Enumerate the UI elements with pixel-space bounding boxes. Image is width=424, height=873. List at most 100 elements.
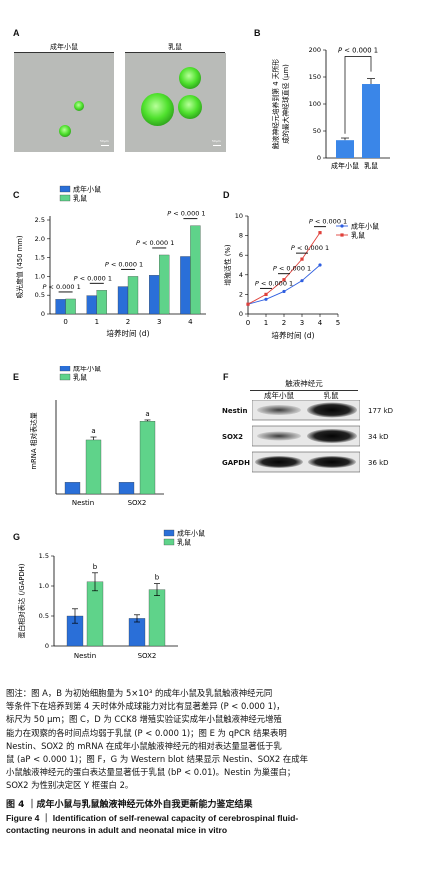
neurosphere [59,125,71,137]
x-tick-label: 5 [336,319,340,327]
y-tick-label: 8 [239,232,243,240]
figure-title-en-line: Figure 4 ｜ Identification of self-renewa… [6,813,299,823]
p-value-annotation: P < 0.000 1 [136,239,174,247]
significance-mark: b [155,574,160,582]
panel-b-chart: 0 50 100 150 200 成年小鼠 乳鼠 P < 0.000 1 触液神经元培养到第 4… [271,46,390,170]
data-point-adult [300,279,304,283]
y-tick-label: 10 [235,212,243,220]
x-axis-label: 培养时间 (d) [107,328,150,338]
x-tick-label: SOX2 [138,652,157,660]
caption-line: 鼠 (aP < 0.000 1)；图 F，G 为 Western blot 结果… [6,754,309,765]
bar-adult-4 [180,256,191,315]
scale-bar-label: 50μm [212,139,221,143]
bar-adult-3 [149,275,160,315]
data-point-neonatal [264,292,268,296]
neurosphere [141,93,174,126]
legend-swatch [59,373,71,381]
y-tick-label: 200 [309,46,321,54]
blot-size-gapdh: 36 kD [368,459,389,467]
bar-neonatal-SOX2 [139,421,156,495]
x-tick-label: 0 [63,318,67,326]
blot-group-neonatal: 乳鼠 [323,391,339,400]
panel-b-letter: B [254,28,261,38]
x-tick-label: 成年小鼠 [331,161,359,170]
bar-neonatal-4 [190,225,201,315]
bar-neonatal-SOX2 [148,589,166,647]
caption-line: 小鼠触液神经元的蛋白表达量显著低于乳鼠 (bP < 0.01)。Nestin 为… [6,767,296,778]
p-value-annotation: P < 0.000 1 [105,260,143,268]
legend-label: 乳鼠 [177,538,191,547]
legend-marker [340,224,344,228]
y-tick-label: 1.0 [39,582,49,590]
legend-swatch [59,185,71,193]
data-point-neonatal [318,231,322,235]
caption-line: 图注：图 A，B 为初始细胞量为 5×10³ 的成年小鼠及乳鼠触液神经元同 [6,688,273,698]
band-sox2-adult [257,431,301,441]
y-tick-label: 100 [309,100,321,108]
x-tick-label: 2 [282,319,286,327]
neurosphere [74,101,84,111]
neurosphere [179,67,201,89]
legend-marker [340,233,344,237]
panel-c-chart: 0 0.5 1.0 1.5 2.0 2.5 0 P < 0.000 1 1 P < 0.000 1… [15,185,206,338]
panel-c-letter: C [13,190,20,200]
significance-bracket [344,56,372,134]
x-tick-label: 4 [188,318,193,326]
bar-adult-1 [86,295,97,315]
y-tick-label: 1.5 [39,552,49,560]
legend-label: 乳鼠 [351,231,365,240]
p-value-annotation: P < 0.000 1 [42,283,80,291]
x-tick-label: 2 [126,318,130,326]
scale-bar [101,145,109,146]
y-axis-label: mRNA 相对表达量 [29,412,38,469]
x-tick-label: 3 [300,319,304,327]
x-tick-label: 3 [157,318,161,326]
caption-line: Nestin、SOX2 的 mRNA 在成年小鼠触液神经元的相对表达量显著低于乳 [6,740,282,751]
bar-neonatal-0 [65,298,76,315]
scale-bar-label: 50μm [100,139,109,143]
legend-swatch [59,366,71,372]
bar-adult-SOX2 [128,618,146,647]
band-gapdh-neonatal [308,456,356,468]
legend-label: 成年小鼠 [73,366,101,373]
data-point-neonatal [300,257,304,261]
y-tick-label: 0.5 [35,291,45,299]
bar-adult-SOX2 [118,482,135,495]
panel-g-letter: G [13,532,21,542]
p-value-annotation: P < 0.000 1 [291,244,329,252]
caption-line: 能力在观察的各时间点均弱于乳鼠 (P < 0.000 1)；图 E 为 qPCR… [6,727,287,738]
y-tick-label: 1.5 [35,254,45,262]
data-point-neonatal [282,278,286,282]
caption-line: SOX2 为性别决定区 Y 框蛋白 2。 [6,780,134,791]
band-gapdh-adult [255,456,303,468]
panel-f-letter: F [223,372,229,382]
p-value-annotation: P < 0.000 1 [273,265,311,273]
y-tick-label: 0 [239,310,243,318]
x-axis-label: 培养时间 (d) [272,330,315,340]
panel-a-label-adult: 成年小鼠 [14,42,114,53]
micrograph-neonatal: 50μm [125,53,226,152]
bar-adult-2 [117,286,129,315]
y-axis-label: 成的最大神经球直径 (μm) [281,64,290,144]
y-tick-label: 6 [239,251,243,259]
y-tick-label: 0 [41,310,45,318]
data-point-adult [282,289,286,294]
y-tick-label: 0 [317,154,321,162]
caption-line: 等条件下在培养到第 4 天时体外成球能力对比有显著差异 (P < 0.000 1… [6,701,285,712]
data-point-adult [264,297,268,301]
blot-label-gapdh: GAPDH [222,459,250,467]
panel-e-letter: E [13,372,20,382]
significance-mark: a [145,410,149,418]
y-axis-label: 触液神经元培养到第 4 天所形 [271,59,280,149]
caption-line: 标尺为 50 μm；图 C，D 为 CCK8 增殖实验证实成年小鼠触液神经元增殖 [6,714,282,725]
legend-swatch [163,529,175,537]
y-tick-label: 1.0 [35,272,45,280]
y-tick-label: 50 [313,127,321,135]
panel-d-letter: D [223,190,230,200]
blot-label-nestin: Nestin [222,407,248,415]
y-tick-label: 0.5 [39,612,49,620]
x-tick-label: 1 [95,318,99,326]
y-tick-label: 150 [309,73,321,81]
band-nestin-adult [257,405,301,415]
